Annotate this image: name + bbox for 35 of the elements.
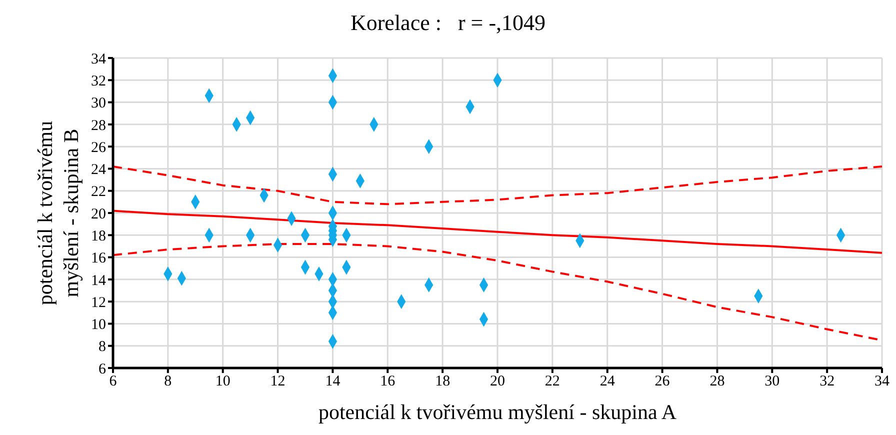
y-tick-label: 24 xyxy=(91,162,106,178)
x-tick-label: 10 xyxy=(215,374,230,390)
x-tick-label: 6 xyxy=(109,374,118,390)
x-tick-label: 12 xyxy=(270,374,286,390)
y-tick-label: 34 xyxy=(91,51,106,68)
x-tick-label: 34 xyxy=(874,374,890,390)
x-tick-label: 18 xyxy=(435,374,450,390)
x-tick-label: 26 xyxy=(654,374,670,390)
x-tick-label: 30 xyxy=(764,374,780,390)
y-tick-label: 16 xyxy=(91,250,106,267)
x-tick-label: 28 xyxy=(710,374,725,390)
y-tick-label: 8 xyxy=(98,339,106,356)
x-tick-label: 24 xyxy=(600,374,616,390)
x-axis-title: potenciál k tvořivému myšlení - skupina A xyxy=(317,400,678,425)
line-series xyxy=(113,166,882,206)
y-tick-label: 14 xyxy=(91,272,106,289)
y-tick-label: 26 xyxy=(91,140,106,156)
y-tick-label: 18 xyxy=(91,228,106,244)
y-tick-label: 32 xyxy=(91,73,106,90)
x-tick-label: 8 xyxy=(164,374,172,390)
chart-title: Korelace : r = -,1049 xyxy=(349,10,547,36)
x-tick-label: 14 xyxy=(325,374,341,390)
y-tick-label: 6 xyxy=(98,361,106,378)
y-tick-label: 22 xyxy=(91,184,106,200)
x-tick-label: 20 xyxy=(490,374,505,390)
x-tick-label: 32 xyxy=(820,374,835,390)
y-tick-label: 10 xyxy=(91,317,106,334)
y-tick-label: 30 xyxy=(91,96,106,112)
y-tick-label: 28 xyxy=(91,118,106,134)
y-tick-label: 20 xyxy=(91,206,106,222)
x-tick-label: 16 xyxy=(380,374,396,390)
line-series xyxy=(113,210,882,254)
x-tick-label: 22 xyxy=(544,374,560,390)
y-axis-title: potenciál k tvořivému myšlení - skupina B xyxy=(32,120,84,308)
y-tick-label: 12 xyxy=(91,294,106,311)
